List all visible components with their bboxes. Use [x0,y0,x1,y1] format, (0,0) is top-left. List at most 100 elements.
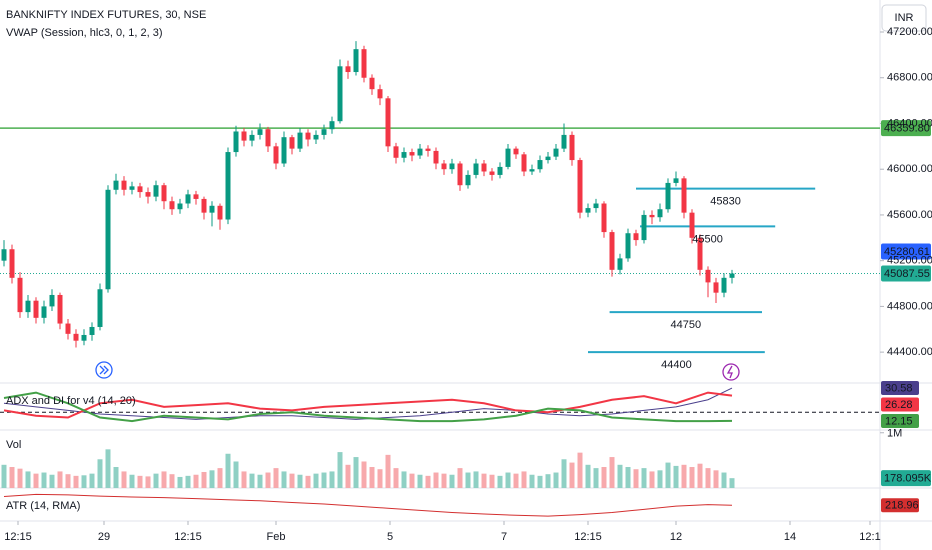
candle-body [425,148,431,151]
volume-bar [441,473,447,488]
x-tick-label: 7 [501,531,507,543]
candle-body [81,334,87,341]
candle-body [377,89,383,99]
volume-bar [657,470,663,488]
volume-bar [513,473,519,488]
volume-bar [297,474,303,488]
volume-bar [321,472,327,488]
candle-body [9,249,15,278]
candle-body [705,269,711,283]
volume-bar [689,467,695,488]
candle-body [73,333,79,341]
candle-body [369,77,375,90]
volume-bar [641,468,647,488]
candle-body [521,154,527,172]
candle-body [113,180,119,190]
currency-button[interactable] [881,4,927,32]
volume-bar [417,474,423,488]
value-label: 218.96 [885,500,919,512]
x-tick-label: 29 [98,531,110,543]
candle-body [457,163,463,186]
candle-body [57,294,63,324]
volume-bar [465,472,471,488]
volume-bar [209,470,215,488]
volume-bar [329,471,335,488]
candle-body [265,129,271,147]
value-label: 26.28 [885,399,913,411]
candle-body [273,146,279,164]
price-label-box [881,265,931,282]
candle-body [409,152,415,156]
series-line [3,391,733,419]
candle-body [609,232,615,270]
volume-bar [369,467,375,488]
event-icon[interactable] [722,363,740,381]
volume-bar [473,471,479,488]
candle-body [185,194,191,204]
volume-bar [353,457,359,488]
volume-bar [585,464,591,488]
level-label: 45830 [710,196,741,208]
candle-body [593,203,599,209]
candle-body [657,209,663,218]
candle-body [193,194,199,199]
candle-body [169,201,175,210]
candle-body [241,131,247,141]
volume-bar [505,472,511,488]
volume-bar [145,476,151,488]
x-tick-label: 14 [784,531,796,543]
x-tick-label: 12:15 [4,531,32,543]
indicator-title: ADX and DI for v4 (14, 20) [6,395,136,407]
candle-body [25,300,31,313]
candle-body [201,198,207,213]
y-tick-label: 47200.00 [887,26,932,38]
series-line [3,493,733,517]
volume-bar [633,469,639,488]
volume-bar [137,475,143,488]
candle-body [345,66,351,73]
volume-bar [393,468,399,488]
icon-glyph [726,365,733,379]
price-label: 46359.80 [884,122,930,134]
volume-bar [25,471,31,488]
level-label: 45500 [692,233,723,245]
candle-body [289,137,295,149]
volume-bar [529,474,535,488]
volume-bar [169,474,175,488]
volume-bar [617,464,623,488]
candle-body [217,205,223,220]
volume-bar [281,471,287,488]
marks [0,31,931,525]
candle-body [529,169,535,172]
value-label: 30.58 [885,382,913,394]
y-tick-label: 44400.00 [887,346,932,358]
currency-label: INR [895,12,914,24]
volume-bar [41,472,47,488]
candle-body [65,323,71,334]
candle-body [673,178,679,183]
candle-body [33,300,39,318]
candle-body [49,294,55,307]
candle-body [721,277,727,293]
candle-body [145,192,151,197]
volume-bar [489,474,495,488]
candle-body [433,150,439,164]
level-label: 44400 [661,359,692,371]
candle-body [417,148,423,156]
volume-bar [257,474,263,488]
candle-body [441,163,447,170]
event-icon[interactable] [95,361,113,379]
volume-bar [593,468,599,488]
candle-body [305,132,311,140]
volume-bar [105,449,111,488]
candle-body [569,134,575,161]
volume-bar [553,472,559,488]
volume-bar [433,472,439,488]
volume-bar [1,464,7,488]
candle-body [1,249,7,261]
volume-bar [425,475,431,488]
x-tick-label: 5 [387,531,393,543]
candle-body [209,205,215,213]
candle-body [161,185,167,202]
